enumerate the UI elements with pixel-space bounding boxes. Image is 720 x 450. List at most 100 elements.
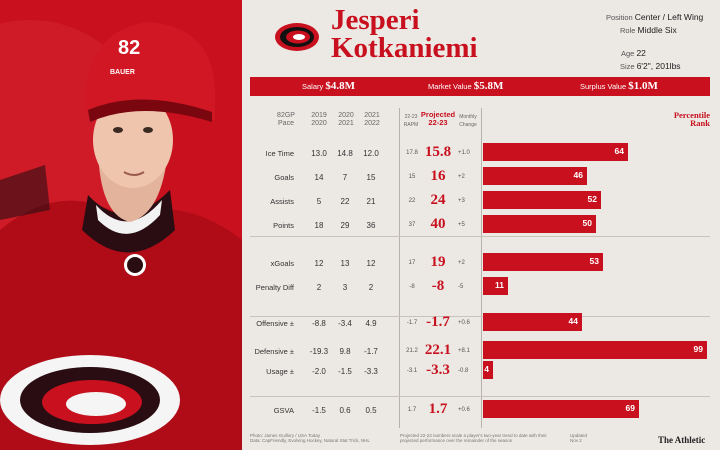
row-label: Penalty Diff — [255, 283, 294, 292]
stat-2021: 0.5 — [365, 406, 377, 415]
percentile-value: 99 — [693, 344, 703, 354]
the-athletic-logo: The Athletic — [658, 435, 706, 445]
stat-2019: 5 — [316, 197, 322, 206]
jersey-number: 82 — [118, 37, 140, 59]
stat-2020: 22 — [340, 197, 350, 206]
stat-rapm: -8 — [409, 284, 415, 290]
stat-2021: 21 — [366, 197, 376, 206]
hurricanes-logo-icon — [274, 22, 320, 57]
surplus-value: Surplus Value $1.0M — [580, 80, 658, 92]
percentile-bar: 99 — [483, 341, 707, 359]
stat-2021: 36 — [366, 221, 376, 230]
stat-projected: 16 — [430, 168, 446, 184]
stat-projected: 22.1 — [424, 342, 452, 358]
stat-2020: 29 — [340, 221, 350, 230]
percentile-bar: 52 — [483, 191, 601, 209]
percentile-value: 46 — [573, 170, 583, 180]
divider — [399, 108, 400, 428]
stat-projected: -3.3 — [426, 362, 450, 378]
footer-updated: Updated Nov 2 — [570, 433, 588, 443]
stat-rapm: 22 — [408, 198, 416, 204]
stat-monthly-change: -0.8 — [458, 368, 469, 374]
bio-role: Role Middle Six — [620, 25, 677, 35]
percentile-value: 4 — [484, 364, 489, 374]
percentile-bar: 50 — [483, 215, 596, 233]
section-divider — [250, 316, 710, 317]
stat-2020: 13 — [340, 259, 350, 268]
stat-monthly-change: -5 — [458, 284, 464, 290]
percentile-bar: 46 — [483, 167, 587, 185]
stat-2020: -3.4 — [338, 319, 352, 328]
section-divider — [250, 236, 710, 237]
player-name: Jesperi Kotkaniemi — [331, 4, 478, 63]
stat-2019: -2.0 — [312, 367, 326, 376]
stat-2020: 3 — [342, 283, 348, 292]
divider — [481, 108, 482, 428]
row-label: Defensive ± — [254, 347, 294, 356]
percentile-value: 53 — [589, 256, 599, 266]
stat-2019: -19.3 — [309, 347, 329, 356]
header-projected: Projected 22-23 — [420, 110, 456, 127]
percentile-value: 52 — [587, 194, 597, 204]
stat-projected: -8 — [431, 278, 445, 294]
percentile-value: 64 — [614, 146, 624, 156]
bio-age: Age 22 — [621, 48, 646, 58]
stat-monthly-change: +1.0 — [458, 150, 470, 156]
stat-2019: -1.5 — [312, 406, 326, 415]
market-value: Market Value $5.8M — [428, 80, 504, 92]
stat-rapm: 17 — [408, 260, 416, 266]
stat-2020: 7 — [342, 173, 348, 182]
percentile-bar: 69 — [483, 400, 639, 418]
header-2020: 2020 2021 — [338, 112, 354, 127]
header-percentile: Percentile Rank — [673, 110, 710, 128]
percentile-bar: 11 — [483, 277, 508, 295]
stat-monthly-change: +3 — [458, 198, 465, 204]
stat-rapm: -1.7 — [406, 320, 418, 326]
stat-2021: 4.9 — [365, 319, 377, 328]
stat-2020: 0.6 — [339, 406, 351, 415]
stat-projected: 24 — [430, 192, 446, 208]
row-label: Offensive ± — [256, 319, 294, 328]
section-divider — [250, 396, 710, 397]
value-bar: Salary $4.8M Market Value $5.8M Surplus … — [250, 77, 710, 96]
player-first-name: Jesperi — [331, 4, 420, 36]
percentile-value: 50 — [582, 218, 592, 228]
row-label: Usage ± — [266, 367, 294, 376]
header-rapm: 22-23 RAPM — [403, 114, 419, 128]
stat-projected: 15.8 — [424, 144, 452, 160]
stat-projected: 1.7 — [428, 401, 448, 417]
percentile-bar: 64 — [483, 143, 628, 161]
stat-rapm: -3.1 — [406, 368, 418, 374]
helmet-brand: BAUER — [110, 69, 135, 76]
bio-position: Position Center / Left Wing — [606, 12, 704, 22]
percentile-bar: 4 — [483, 361, 493, 379]
stat-2019: 14 — [314, 173, 324, 182]
stat-rapm: 17.8 — [406, 150, 418, 156]
stat-2021: -3.3 — [364, 367, 378, 376]
stat-2021: 12.0 — [363, 149, 379, 158]
stat-2021: 2 — [368, 283, 374, 292]
percentile-value: 69 — [625, 403, 635, 413]
stat-2020: 9.8 — [339, 347, 351, 356]
stat-monthly-change: +0.6 — [458, 407, 470, 413]
row-label: Points — [273, 221, 294, 230]
stat-2021: 15 — [366, 173, 376, 182]
stat-projected: 19 — [430, 254, 446, 270]
stat-projected: -1.7 — [426, 314, 450, 330]
stat-rapm: 1.7 — [407, 407, 417, 413]
stat-rapm: 21.2 — [406, 348, 418, 354]
stat-rapm: 15 — [408, 174, 416, 180]
stat-2019: -8.8 — [312, 319, 326, 328]
percentile-value: 11 — [495, 280, 504, 290]
stat-2019: 2 — [316, 283, 322, 292]
footer-note: Projected 22-23 numbers scale a player's… — [400, 433, 547, 443]
bio-size: Size 6'2", 201lbs — [620, 61, 681, 71]
stat-2020: -1.5 — [338, 367, 352, 376]
stat-2021: -1.7 — [364, 347, 378, 356]
stat-projected: 40 — [430, 216, 446, 232]
player-photo: 82 BAUER — [0, 0, 242, 450]
stat-monthly-change: +0.6 — [458, 320, 470, 326]
stat-2021: 12 — [366, 259, 376, 268]
salary: Salary $4.8M — [302, 80, 355, 92]
